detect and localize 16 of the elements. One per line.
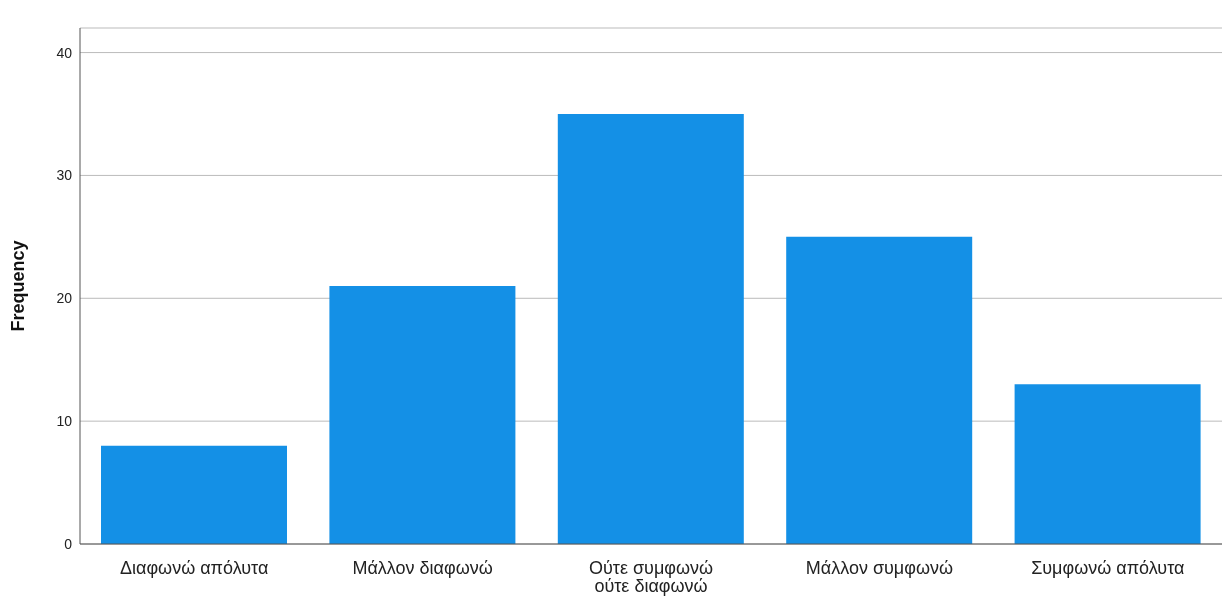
x-tick-label: Μάλλον διαφωνώ — [352, 558, 493, 579]
bar — [786, 236, 973, 544]
bar — [557, 114, 744, 544]
bar — [101, 445, 287, 544]
bar — [1014, 384, 1201, 544]
x-tick-label: Ούτε συμφωνώ ούτε διαφωνώ — [588, 558, 714, 597]
y-tick-label: 20 — [56, 290, 73, 307]
y-tick-label: 0 — [64, 535, 73, 552]
y-tick-label: 40 — [56, 44, 73, 61]
y-axis-title: Frequency — [8, 240, 29, 332]
bar — [329, 286, 516, 544]
y-tick-label: 10 — [56, 413, 73, 430]
y-tick-label: 30 — [56, 167, 73, 184]
x-tick-label: Μάλλον συμφωνώ — [805, 558, 954, 579]
x-tick-label: Συμφωνώ απόλυτα — [1031, 558, 1185, 579]
x-tick-label: Διαφωνώ απόλυτα — [120, 558, 269, 579]
